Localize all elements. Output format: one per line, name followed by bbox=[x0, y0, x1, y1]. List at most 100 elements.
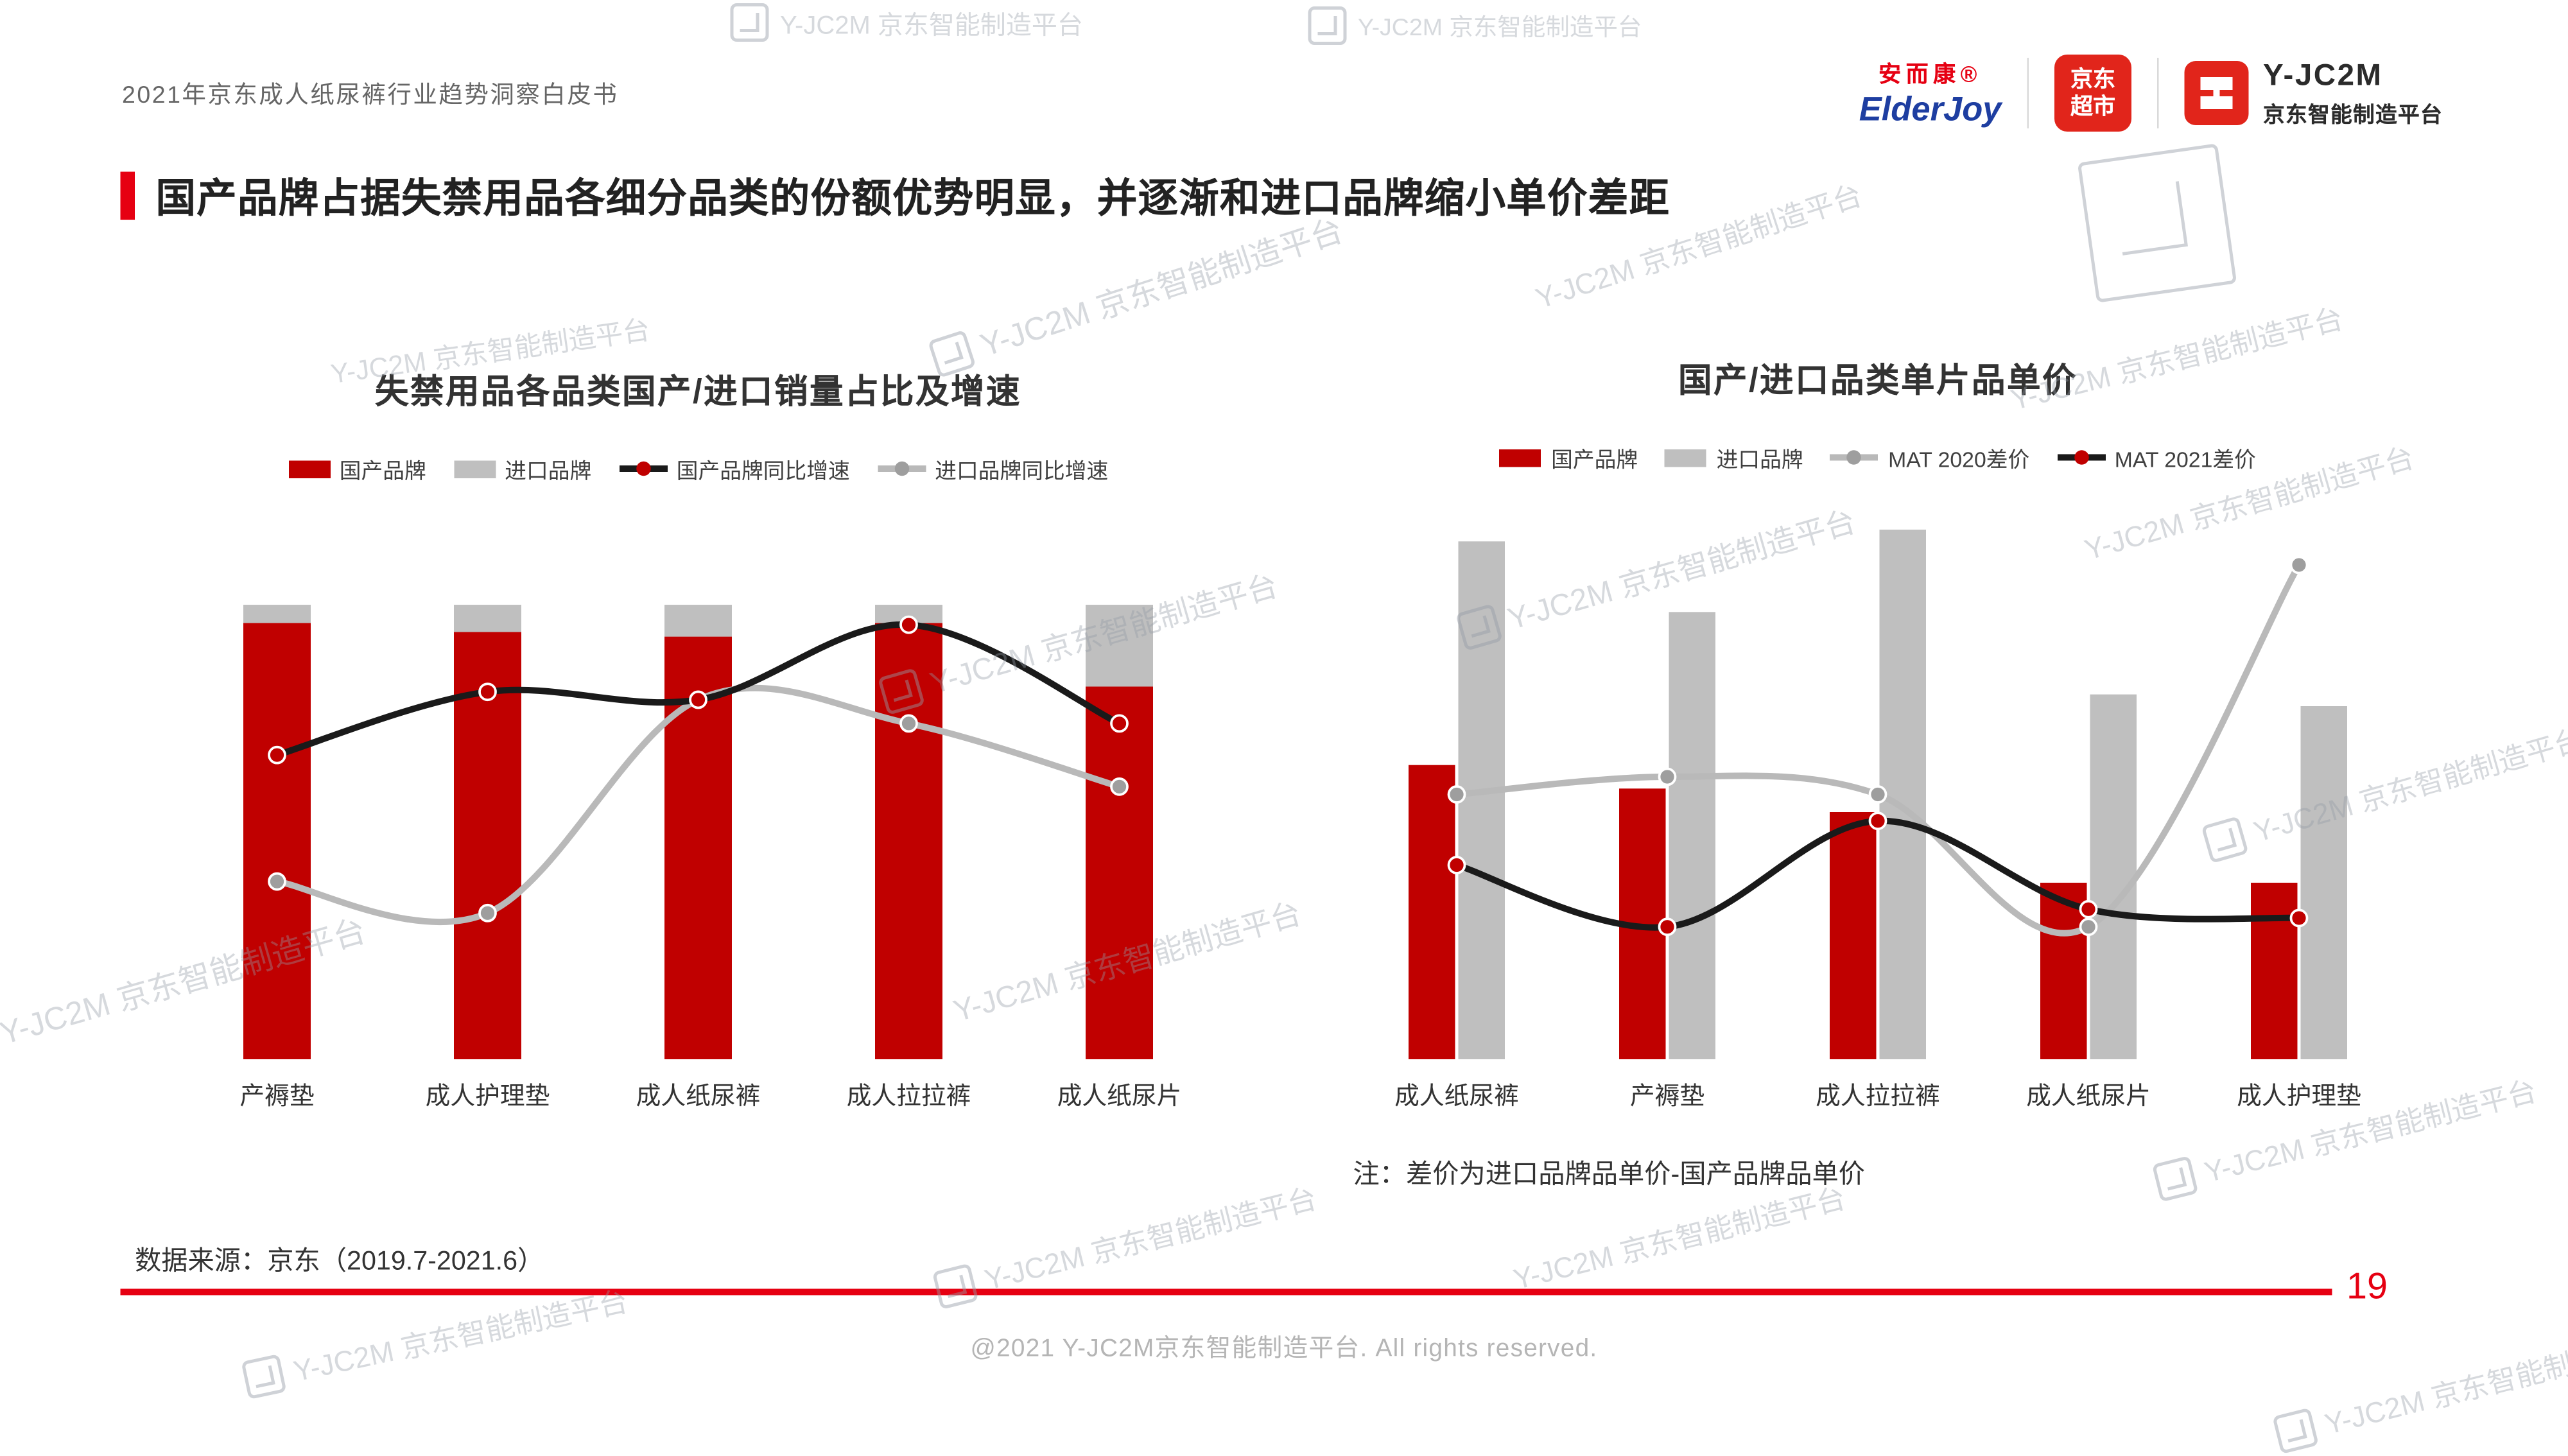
marker-国产品牌同比增速 bbox=[899, 615, 918, 634]
marker-MAT 2020差价 bbox=[1447, 785, 1466, 804]
legend-item: 进口品牌同比增速 bbox=[877, 453, 1108, 485]
yjc2m-subtitle: 京东智能制造平台 bbox=[2263, 101, 2443, 126]
marker-MAT 2021差价 bbox=[2289, 908, 2309, 928]
legend-line-dot bbox=[2074, 450, 2088, 465]
chart-right-legend: 国产品牌 进口品牌 MAT 2020差价 MAT 2021差价 bbox=[1332, 442, 2424, 474]
watermark-text: Y-JC2M 京东智能制造平台 bbox=[1358, 13, 1642, 41]
legend-line-swatch bbox=[618, 461, 667, 476]
document-title: 2021年京东成人纸尿裤行业趋势洞察白皮书 bbox=[122, 82, 619, 110]
bar-进口品牌 bbox=[454, 605, 521, 632]
watermark-logo-icon bbox=[2077, 143, 2237, 303]
page-title-row: 国产品牌占据失禁用品各细分品类的份额优势明显，并逐渐和进口品牌缩小单价差距 bbox=[120, 167, 1670, 225]
watermark-logo-icon bbox=[932, 1263, 979, 1310]
bar-国产品牌 bbox=[454, 632, 521, 1059]
marker-MAT 2020差价 bbox=[1658, 767, 1677, 786]
chart-right-plot: 成人纸尿裤 产褥垫 成人拉拉裤 成人纸尿片 成人护理垫 bbox=[1332, 530, 2424, 1141]
marker-MAT 2021差价 bbox=[2079, 899, 2098, 919]
watermark-text: Y-JC2M 京东智能制造平台 bbox=[976, 213, 1348, 365]
marker-进口品牌同比增速 bbox=[268, 872, 286, 891]
legend-bar-swatch bbox=[288, 460, 330, 478]
category-label: 成人拉拉裤 bbox=[847, 1082, 971, 1110]
legend-item: 国产品牌同比增速 bbox=[618, 453, 850, 485]
logo-cluster: 安而康® ElderJoy 京东 超市 Y-JC2M 京东智能制造平台 bbox=[1859, 55, 2443, 132]
bar-国产品牌 bbox=[1409, 765, 1455, 1059]
copyright: @2021 Y-JC2M京东智能制造平台. All rights reserve… bbox=[970, 1335, 1598, 1363]
page-title: 国产品牌占据失禁用品各细分品类的份额优势明显，并逐渐和进口品牌缩小单价差距 bbox=[155, 177, 1670, 221]
legend-label: 国产品牌同比增速 bbox=[676, 459, 850, 483]
jd-logo-line1: 京东 bbox=[2070, 65, 2115, 91]
chart-right-title: 国产/进口品类单片品单价 bbox=[1678, 363, 2078, 400]
bar-进口品牌 bbox=[1879, 530, 1926, 1059]
watermark-logo-icon bbox=[730, 3, 769, 42]
chart-left-title: 失禁用品各品类国产/进口销量占比及增速 bbox=[374, 374, 1022, 412]
bar-进口品牌 bbox=[2090, 694, 2137, 1059]
bar-进口品牌 bbox=[1669, 612, 1715, 1059]
bar-国产品牌 bbox=[875, 623, 942, 1059]
watermark-logo-icon bbox=[2151, 1155, 2199, 1202]
watermark: Y-JC2M 京东智能制造平台 bbox=[730, 3, 1083, 42]
bar-国产品牌 bbox=[2251, 883, 2298, 1059]
legend-item: MAT 2020差价 bbox=[1830, 442, 2029, 474]
legend-line-swatch bbox=[2056, 450, 2105, 465]
elderjoy-logo: 安而康® ElderJoy bbox=[1859, 57, 2002, 130]
bar-国产品牌 bbox=[243, 623, 311, 1059]
category-label: 成人纸尿片 bbox=[2026, 1082, 2151, 1110]
yjc2m-name: Y-JC2M bbox=[2263, 58, 2383, 92]
line-MAT 2020差价 bbox=[1453, 562, 2302, 937]
watermark-logo-icon bbox=[2272, 1407, 2320, 1455]
data-source: 数据来源：京东（2019.7-2021.6） bbox=[135, 1247, 544, 1276]
marker-国产品牌同比增速 bbox=[689, 690, 707, 709]
marker-MAT 2021差价 bbox=[1868, 811, 1887, 831]
category-label: 产褥垫 bbox=[1630, 1082, 1705, 1110]
legend-label: 进口品牌 bbox=[505, 459, 592, 483]
bar-进口品牌 bbox=[2300, 706, 2347, 1059]
category-label: 成人护理垫 bbox=[2237, 1082, 2361, 1110]
legend-line-swatch bbox=[1830, 450, 1879, 465]
category-label: 成人纸尿裤 bbox=[636, 1082, 761, 1110]
legend-bar-swatch bbox=[453, 460, 496, 478]
line-MAT 2021差价 bbox=[1453, 817, 2302, 931]
page-number: 19 bbox=[2347, 1265, 2388, 1306]
legend-label: MAT 2020差价 bbox=[1888, 447, 2030, 472]
legend-line-swatch bbox=[877, 461, 926, 476]
legend-label: 进口品牌 bbox=[1716, 447, 1803, 472]
chart-unit-price: 国产/进口品类单片品单价 国产品牌 进口品牌 MAT 2020差价 MAT 2021差… bbox=[1332, 355, 2424, 1125]
title-accent-bar bbox=[120, 171, 135, 220]
legend-label: MAT 2021差价 bbox=[2114, 447, 2256, 472]
elderjoy-cn-text: 安而康® bbox=[1878, 60, 1982, 86]
marker-国产品牌同比增速 bbox=[268, 745, 286, 765]
legend-item: 进口品牌 bbox=[453, 453, 591, 485]
line-进口品牌同比增速 bbox=[273, 684, 1123, 926]
chart-right-note: 注：差价为进口品牌品单价-国产品牌品单价 bbox=[1353, 1160, 1866, 1190]
watermark bbox=[2077, 143, 2237, 303]
legend-line-dot bbox=[894, 461, 908, 476]
legend-item: 国产品牌 bbox=[288, 453, 426, 485]
legend-line-dot bbox=[636, 461, 650, 476]
category-label: 成人纸尿片 bbox=[1057, 1082, 1182, 1110]
chart-sales-share: 失禁用品各品类国产/进口销量占比及增速 国产品牌 进口品牌 国产品牌同比增速 进口品牌… bbox=[153, 366, 1244, 1136]
logo-divider bbox=[2157, 58, 2159, 128]
footer-rule bbox=[120, 1288, 2332, 1296]
legend-item: MAT 2021差价 bbox=[2056, 442, 2256, 474]
yjc2m-logo: Y-JC2M 京东智能制造平台 bbox=[2184, 58, 2443, 128]
watermark-text: Y-JC2M 京东智能制造平台 bbox=[1510, 1182, 1849, 1296]
watermark: Y-JC2M 京东智能制造平台 bbox=[1308, 6, 1642, 45]
legend-line-dot bbox=[1847, 450, 1862, 465]
yjc2m-logo-icon bbox=[2184, 61, 2249, 125]
logo-divider bbox=[2027, 58, 2029, 128]
bar-国产品牌 bbox=[1086, 686, 1153, 1059]
marker-MAT 2021差价 bbox=[1447, 856, 1466, 874]
marker-国产品牌同比增速 bbox=[1110, 714, 1129, 733]
legend-bar-swatch bbox=[1500, 448, 1542, 467]
category-label: 成人拉拉裤 bbox=[1816, 1082, 1940, 1110]
chart-left-legend: 国产品牌 进口品牌 国产品牌同比增速 进口品牌同比增速 bbox=[153, 453, 1244, 485]
marker-国产品牌同比增速 bbox=[478, 682, 497, 702]
chart-left-plot: 产褥垫 成人护理垫 成人纸尿裤 成人拉拉裤 成人纸尿片 bbox=[153, 546, 1244, 1141]
marker-MAT 2020差价 bbox=[1868, 785, 1887, 804]
watermark-text: Y-JC2M 京东智能制造平台 bbox=[981, 1183, 1321, 1297]
chart-svg: 成人纸尿裤 产褥垫 成人拉拉裤 成人纸尿片 成人护理垫 bbox=[1394, 530, 2361, 1110]
legend-item: 进口品牌 bbox=[1665, 442, 1803, 474]
legend-item: 国产品牌 bbox=[1500, 442, 1638, 474]
bar-进口品牌 bbox=[664, 605, 732, 637]
